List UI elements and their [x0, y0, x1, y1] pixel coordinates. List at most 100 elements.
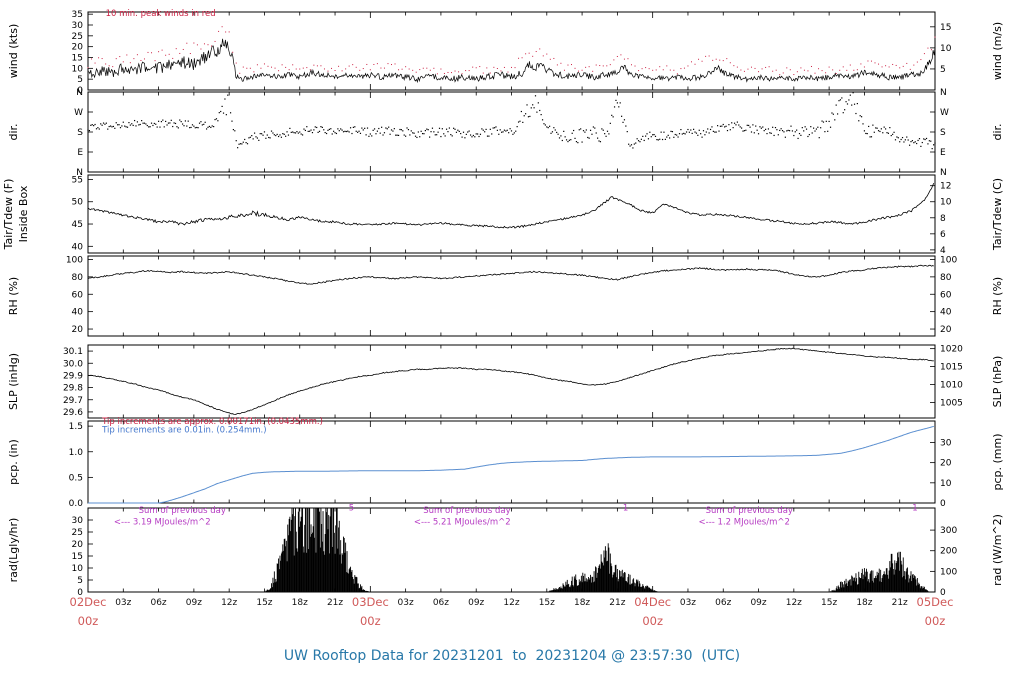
x-day-hour-label: 00z [925, 614, 946, 628]
temperature-ytick-right: 6 [940, 230, 946, 240]
x-minor-label: 12z [503, 598, 519, 608]
x-minor-label: 12z [786, 598, 802, 608]
x-minor-label: 21z [327, 598, 343, 608]
direction-ytick-right: N [940, 88, 947, 98]
precip-ytick-left: 1.5 [69, 422, 83, 432]
x-minor-label: 06z [715, 598, 731, 608]
pressure-ytick-right: 1020 [940, 345, 963, 355]
wind-ytick-right: 10 [940, 44, 952, 54]
direction-ytick-left: E [77, 148, 83, 158]
precip-ylabel-right: pcp. (mm) [991, 433, 1004, 490]
x-axis-labels: 03z 06z 09z 12z 15z 18z 21z 03z 06z 09z 12z 15z 18z 2… [70, 595, 954, 628]
wind-series-peak-wind [87, 26, 936, 76]
direction-ylabel-right: dir. [991, 123, 1004, 140]
temperature-ylabel-left-2: Inside Box [17, 185, 30, 242]
humidity-ytick-left: 20 [72, 325, 84, 335]
direction-ytick-left: S [77, 128, 83, 138]
pressure-ytick-right: 1010 [940, 381, 963, 391]
direction-ytick-right: E [940, 148, 946, 158]
pressure-ytick-right: 1015 [940, 363, 963, 373]
wind-ytick-left: 20 [72, 43, 84, 53]
x-minor-label: 18z [292, 598, 308, 608]
wind-ytick-left: 0 [77, 86, 83, 96]
x-minor-label: 06z [433, 598, 449, 608]
precip-ytick-right: 30 [940, 438, 952, 448]
x-minor-label: 15z [821, 598, 837, 608]
humidity-ytick-left: 100 [66, 255, 83, 265]
chart-title: UW Rooftop Data for 20231201 to 20231204… [283, 648, 741, 664]
wind-ytick-left: 35 [72, 10, 83, 20]
wind-ytick-left: 25 [72, 32, 83, 42]
x-minor-label: 21z [609, 598, 625, 608]
x-day-label: 03Dec [352, 595, 389, 609]
pressure-ytick-left: 30.1 [63, 347, 83, 357]
temperature-ytick-right: 8 [940, 214, 946, 224]
x-minor-label: 09z [468, 598, 484, 608]
direction-ytick-right: S [940, 128, 946, 138]
pressure-ytick-left: 29.9 [63, 371, 83, 381]
wind-annotation-0: 10 min. peak winds in red [106, 9, 216, 19]
radiation-annotation-1: <--- 3.19 MJoules/m^2 [114, 517, 211, 527]
x-day-hour-label: 00z [642, 614, 663, 628]
humidity-ytick-left: 80 [72, 273, 84, 283]
humidity-ytick-right: 40 [940, 308, 952, 318]
wind-ylabel-left: wind (kts) [7, 24, 20, 79]
wind-series-wind-speed [88, 38, 936, 84]
x-day-label: 02Dec [70, 595, 107, 609]
temperature-ytick-left: 40 [72, 242, 84, 252]
radiation-annotation-2: 5 [349, 503, 354, 513]
direction-series-wind-dir [87, 92, 936, 173]
temperature-ytick-left: 50 [72, 198, 84, 208]
temperature-frame [87, 174, 936, 254]
direction-ytick-right: W [940, 108, 949, 118]
precip-ytick-right: 10 [940, 479, 952, 489]
humidity-ylabel-right: RH (%) [991, 277, 1004, 315]
precip-ytick-right: 0 [940, 499, 946, 509]
wind-ylabel-right: wind (m/s) [991, 22, 1004, 80]
humidity-ytick-left: 40 [72, 308, 84, 318]
temperature-ylabel-right: Tair/Tdew (C) [991, 178, 1004, 251]
pressure-panel: 29.6 29.7 29.8 29.9 30.0 30.1 1005 1010 1015 1020… [7, 344, 1004, 419]
precip-ytick-left: 0.0 [69, 499, 84, 509]
x-day-hour-label: 00z [360, 614, 381, 628]
humidity-frame [87, 255, 936, 337]
radiation-ytick-left: 15 [72, 552, 83, 562]
precip-panel: 0.0 0.5 1.0 1.5 0 10 20 30 pcp. (in) pcp. (mm) Tip… [7, 417, 1004, 509]
wind-ytick-right: 5 [940, 65, 946, 75]
x-day-label: 05Dec [917, 595, 954, 609]
humidity-ytick-right: 20 [940, 325, 952, 335]
direction-ytick-left: W [74, 108, 83, 118]
humidity-panel: 20 40 60 80 100 20 40 60 80 100 RH (%) RH (%) [7, 255, 1004, 337]
radiation-annotation-3: Sum of previous day [423, 506, 510, 516]
humidity-ytick-right: 100 [940, 255, 957, 265]
radiation-annotation-4: <--- 5.21 MJoules/m^2 [414, 517, 511, 527]
x-minor-label: 03z [680, 598, 696, 608]
humidity-ylabel-left: RH (%) [7, 277, 20, 315]
precip-ytick-right: 20 [940, 459, 952, 469]
wind-ytick-left: 15 [72, 54, 83, 64]
humidity-ytick-right: 80 [940, 273, 952, 283]
pressure-ytick-left: 29.7 [63, 396, 83, 406]
temperature-ytick-right: 4 [940, 246, 946, 256]
x-minor-label: 06z [150, 598, 166, 608]
direction-ytick-left: N [76, 168, 83, 178]
precip-series-precip-accum [88, 425, 934, 504]
radiation-series-solar-rad [265, 508, 929, 592]
pressure-frame [87, 344, 936, 419]
temperature-ytick-left: 55 [72, 175, 83, 185]
direction-ytick-left: N [76, 88, 83, 98]
wind-ytick-left: 30 [72, 21, 84, 31]
pressure-ylabel-left: SLP (inHg) [7, 353, 20, 410]
direction-frame [87, 91, 936, 173]
precip-ylabel-left: pcp. (in) [7, 439, 20, 485]
radiation-annotation-5: 1 [623, 503, 628, 513]
temperature-ytick-right: 10 [940, 198, 952, 208]
x-minor-label: 12z [221, 598, 237, 608]
radiation-annotation-0: Sum of previous day [139, 506, 226, 516]
wind-ytick-left: 5 [77, 75, 83, 85]
x-minor-label: 15z [539, 598, 555, 608]
temperature-series-tair [87, 183, 935, 229]
